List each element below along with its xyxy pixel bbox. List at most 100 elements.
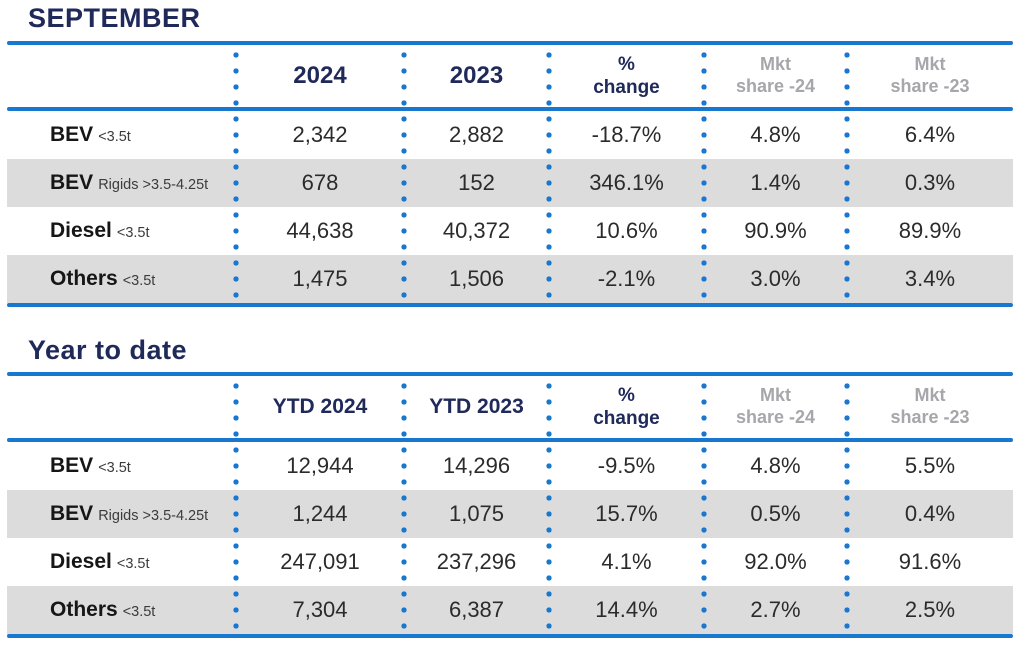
column-header: Mkt share -23 xyxy=(847,385,1013,429)
row-label: Diesel <3.5t xyxy=(7,219,236,243)
table-row: Diesel <3.5t 44,638 40,372 10.6% 90.9% 89.9% xyxy=(7,207,1013,255)
data-cell: 89.9% xyxy=(898,218,962,243)
data-cell: 678 xyxy=(301,170,339,195)
row-label: BEV Rigids >3.5-4.25t xyxy=(7,171,236,195)
data-cell: 14,296 xyxy=(442,453,511,478)
data-cell: 237,296 xyxy=(436,549,517,574)
column-header: YTD 2024 xyxy=(236,394,404,420)
column-separator-dots xyxy=(233,47,239,304)
column-header-line: Mkt xyxy=(914,385,946,406)
data-cell: 2,342 xyxy=(292,122,348,147)
column-header-line: change xyxy=(593,408,660,429)
section-title-year-to-date: Year to date xyxy=(28,335,188,365)
data-cell: 14.4% xyxy=(595,597,658,622)
data-cell: 6.4% xyxy=(904,122,956,147)
column-header-line: share -24 xyxy=(735,76,816,96)
data-cell: 6,387 xyxy=(448,597,505,622)
table-header-row: YTD 2024 YTD 2023% change Mkt share -24 Mkt sh… xyxy=(7,376,1013,438)
category-name: BEV xyxy=(50,454,94,477)
column-header-line: Mkt xyxy=(760,54,791,75)
data-cell: 0.5% xyxy=(750,501,801,526)
column-header-line: YTD 2024 xyxy=(272,395,368,419)
column-header: % change xyxy=(549,53,704,99)
table-row: BEV Rigids >3.5-4.25t 678 152 346.1% 1.4% 0.3% xyxy=(7,159,1013,207)
data-cell: 2.5% xyxy=(904,597,956,622)
column-header: YTD 2023 xyxy=(404,394,549,420)
column-header: 2024 xyxy=(236,61,404,90)
category-name: BEV xyxy=(50,171,94,194)
data-cell: 4.8% xyxy=(750,453,801,478)
column-header: Mkt share -24 xyxy=(704,385,847,429)
data-cell: 10.6% xyxy=(595,218,658,243)
weight-class: <3.5t xyxy=(98,460,131,476)
data-cell: 90.9% xyxy=(744,218,807,243)
table-bottom-rule xyxy=(7,303,1013,307)
data-cell: 1,506 xyxy=(448,266,505,291)
data-cell: 346.1% xyxy=(589,170,664,195)
column-separator-dots xyxy=(401,47,407,304)
column-separator-dots xyxy=(401,378,407,635)
data-cell: 2,882 xyxy=(448,122,505,147)
data-cell: 44,638 xyxy=(286,218,354,243)
column-separator-dots xyxy=(844,47,850,304)
table-row: Others <3.5t 1,475 1,506 -2.1% 3.0% 3.4% xyxy=(7,255,1013,303)
table-row: Others <3.5t 7,304 6,387 14.4% 2.7% 2.5% xyxy=(7,586,1013,634)
data-cell: 91.6% xyxy=(898,549,962,574)
category-name: Diesel xyxy=(50,219,112,242)
column-header-line: share -23 xyxy=(890,407,970,427)
column-header: 2023 xyxy=(404,61,549,90)
data-cell: 152 xyxy=(458,170,495,195)
column-separator-dots xyxy=(546,47,552,304)
data-cell: -9.5% xyxy=(597,453,656,478)
row-label: BEV Rigids >3.5-4.25t xyxy=(7,502,236,526)
table-row: BEV Rigids >3.5-4.25t 1,244 1,075 15.7% 0.5% 0… xyxy=(7,490,1013,538)
table-row: Diesel <3.5t 247,091 237,296 4.1% 92.0% 91.6% xyxy=(7,538,1013,586)
table-header-rule xyxy=(7,107,1013,111)
column-header-line: Mkt xyxy=(760,385,791,406)
row-label: BEV <3.5t xyxy=(7,123,236,147)
column-separator-dots xyxy=(546,378,552,635)
section-title-september: SEPTEMBER xyxy=(28,3,201,33)
year-to-date-table: YTD 2024 YTD 2023% change Mkt share -24 Mkt sh… xyxy=(7,372,1013,638)
data-cell: 15.7% xyxy=(595,501,658,526)
data-cell: 0.3% xyxy=(904,170,956,195)
weight-class: <3.5t xyxy=(122,604,156,620)
weight-class: Rigids >3.5-4.25t xyxy=(98,508,209,524)
column-header-line: change xyxy=(593,77,660,98)
table-bottom-rule xyxy=(7,634,1013,638)
table-body: BEV <3.5t 12,944 14,296 -9.5% 4.8% 5.5% BEV Rigi… xyxy=(7,442,1013,634)
data-cell: 2.7% xyxy=(750,597,801,622)
row-label: Others <3.5t xyxy=(7,267,236,291)
september-table: 2024 2023% change Mkt share -24 Mkt share -23 … xyxy=(7,41,1013,307)
data-cell: 247,091 xyxy=(280,549,360,574)
category-name: Others xyxy=(50,267,118,290)
column-header-line: 2024 xyxy=(293,62,347,90)
data-cell: -18.7% xyxy=(591,122,662,147)
data-cell: 1.4% xyxy=(750,170,801,195)
column-header: Mkt share -23 xyxy=(847,54,1013,98)
table-header-rule xyxy=(7,438,1013,442)
category-name: Others xyxy=(50,598,118,621)
data-cell: 3.4% xyxy=(904,266,956,291)
column-header: Mkt share -24 xyxy=(704,54,847,98)
data-cell: 40,372 xyxy=(442,218,511,243)
column-separator-dots xyxy=(233,378,239,635)
column-header-line: % xyxy=(618,384,635,406)
data-cell: 1,475 xyxy=(292,266,348,291)
weight-class: Rigids >3.5-4.25t xyxy=(98,177,209,193)
column-header-line: Mkt xyxy=(914,54,946,75)
column-header-line: share -24 xyxy=(735,407,816,427)
column-separator-dots xyxy=(844,378,850,635)
weight-class: <3.5t xyxy=(116,556,150,572)
data-cell: 92.0% xyxy=(744,549,807,574)
row-label: BEV <3.5t xyxy=(7,454,236,478)
table-row: BEV <3.5t 2,342 2,882 -18.7% 4.8% 6.4% xyxy=(7,111,1013,159)
data-cell: 1,244 xyxy=(292,501,348,526)
category-name: Diesel xyxy=(50,550,112,573)
data-cell: 4.8% xyxy=(750,122,801,147)
column-header: % change xyxy=(549,384,704,430)
table-header-row: 2024 2023% change Mkt share -24 Mkt share -23 xyxy=(7,45,1013,107)
table-top-rule xyxy=(7,372,1013,376)
category-name: BEV xyxy=(50,123,94,146)
